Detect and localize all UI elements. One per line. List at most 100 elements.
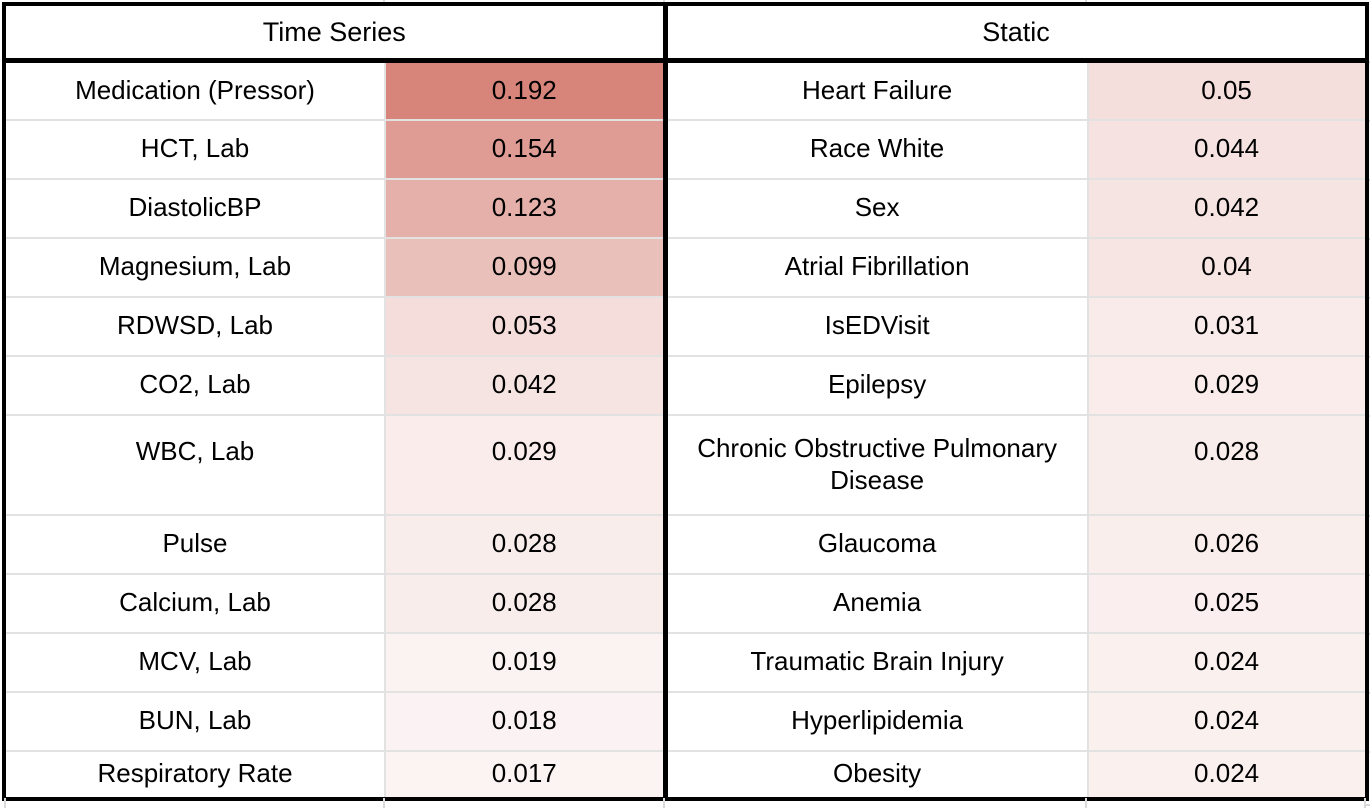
importance-value-cell: 0.017 [385,750,665,799]
feature-name-cell: BUN, Lab [4,691,386,752]
feature-name-cell: Atrial Fibrillation [667,237,1089,298]
table-row: Sex 0.042 [667,178,1367,239]
table-row: Race White 0.044 [667,119,1367,180]
gridline-stub [1368,181,1370,240]
feature-name-cell: Heart Failure [667,60,1089,121]
table-row: CO2, Lab 0.042 [4,355,665,416]
importance-value-cell: 0.018 [385,691,665,752]
gridline-stub [1368,576,1370,635]
gridline-stub [1368,2,1370,63]
table-row: BUN, Lab 0.018 [4,691,665,752]
gridline-stub [1368,417,1370,517]
importance-value-cell: 0.031 [1087,296,1367,357]
table-row: IsEDVisit 0.031 [667,296,1367,357]
table-row: MCV, Lab 0.019 [4,632,665,693]
importance-value-cell: 0.04 [1087,237,1367,298]
feature-name-cell: Obesity [667,750,1089,799]
feature-name-cell: Chronic Obstructive Pulmonary Disease [667,414,1089,516]
gridline-stub-strip [1368,2,1370,801]
table-row: Calcium, Lab 0.028 [4,573,665,634]
importance-value-cell: 0.044 [1087,119,1367,180]
time-series-header: Time Series [4,4,665,63]
table-row: WBC, Lab 0.029 [4,414,665,516]
importance-value-cell: 0.099 [385,237,665,298]
gridline-stub [1368,635,1370,694]
feature-name-cell: Anemia [667,573,1089,634]
feature-name-cell: Respiratory Rate [4,750,386,799]
table-row: Medication (Pressor) 0.192 [4,60,665,121]
table-row: Heart Failure 0.05 [667,60,1367,121]
feature-name-cell: Calcium, Lab [4,573,386,634]
table-row: Hyperlipidemia 0.024 [667,691,1367,752]
importance-value-cell: 0.192 [385,60,665,121]
static-body: Heart Failure 0.05 Race White 0.044 Sex 0.042… [667,60,1367,799]
feature-name-cell: Race White [667,119,1089,180]
table-row: DiastolicBP 0.123 [4,178,665,239]
feature-name-cell: Sex [667,178,1089,239]
feature-name-cell: HCT, Lab [4,119,386,180]
feature-name-cell: CO2, Lab [4,355,386,416]
gridline-stub [1368,299,1370,358]
feature-name-cell: WBC, Lab [4,414,386,516]
table-row: Glaucoma 0.026 [667,514,1367,575]
importance-value-cell: 0.154 [385,119,665,180]
table-row: Traumatic Brain Injury 0.024 [667,632,1367,693]
gridline-stub [1368,240,1370,299]
feature-name-cell: IsEDVisit [667,296,1089,357]
gridline-stub [4,798,6,808]
feature-name-cell: Epilepsy [667,355,1089,416]
importance-value-cell: 0.029 [385,414,665,516]
feature-name-cell: Medication (Pressor) [4,60,386,121]
feature-name-cell: DiastolicBP [4,178,386,239]
importance-value-cell: 0.024 [1087,750,1367,799]
feature-name-cell: Hyperlipidemia [667,691,1089,752]
table-row: Obesity 0.024 [667,750,1367,799]
importance-value-cell: 0.019 [385,632,665,693]
importance-value-cell: 0.029 [1087,355,1367,416]
gridline-stub [1085,798,1087,808]
table-row: Magnesium, Lab 0.099 [4,237,665,298]
importance-value-cell: 0.053 [385,296,665,357]
table-header-row: Time Series [4,4,665,63]
table-row: Pulse 0.028 [4,514,665,575]
gridline-stub [1364,798,1366,808]
table-header-row: Static [667,4,1367,63]
table-row: Anemia 0.025 [667,573,1367,634]
feature-name-cell: RDWSD, Lab [4,296,386,357]
table-row: Epilepsy 0.029 [667,355,1367,416]
feature-name-cell: Traumatic Brain Injury [667,632,1089,693]
importance-value-cell: 0.05 [1087,60,1367,121]
feature-name-cell: Magnesium, Lab [4,237,386,298]
table-row: Atrial Fibrillation 0.04 [667,237,1367,298]
gridline-stub [1368,358,1370,417]
static-table: Static Heart Failure 0.05 Race White 0.044 S… [667,2,1369,801]
importance-value-cell: 0.042 [1087,178,1367,239]
gridline-stub [1085,0,1087,2]
gridline-stub [663,798,665,808]
table-row: Respiratory Rate 0.017 [4,750,665,799]
table-row: Chronic Obstructive Pulmonary Disease 0.0… [667,414,1367,516]
table-row: RDWSD, Lab 0.053 [4,296,665,357]
importance-value-cell: 0.026 [1087,514,1367,575]
importance-value-cell: 0.024 [1087,632,1367,693]
importance-value-cell: 0.025 [1087,573,1367,634]
time-series-body: Medication (Pressor) 0.192 HCT, Lab 0.154 Di… [4,60,665,799]
importance-value-cell: 0.028 [385,514,665,575]
importance-value-cell: 0.123 [385,178,665,239]
table-row: HCT, Lab 0.154 [4,119,665,180]
static-header: Static [667,4,1367,63]
gridline-stub [1364,804,1370,806]
importance-value-cell: 0.028 [385,573,665,634]
gridline-stub [1368,694,1370,753]
feature-name-cell: Glaucoma [667,514,1089,575]
feature-name-cell: MCV, Lab [4,632,386,693]
gridline-stub [663,0,665,2]
feature-name-cell: Pulse [4,514,386,575]
time-series-table: Time Series Medication (Pressor) 0.192 HCT… [2,2,668,801]
importance-value-cell: 0.028 [1087,414,1367,516]
importance-value-cell: 0.024 [1087,691,1367,752]
gridline-stub [383,0,385,2]
importance-value-cell: 0.042 [385,355,665,416]
gridline-stub [1368,63,1370,122]
